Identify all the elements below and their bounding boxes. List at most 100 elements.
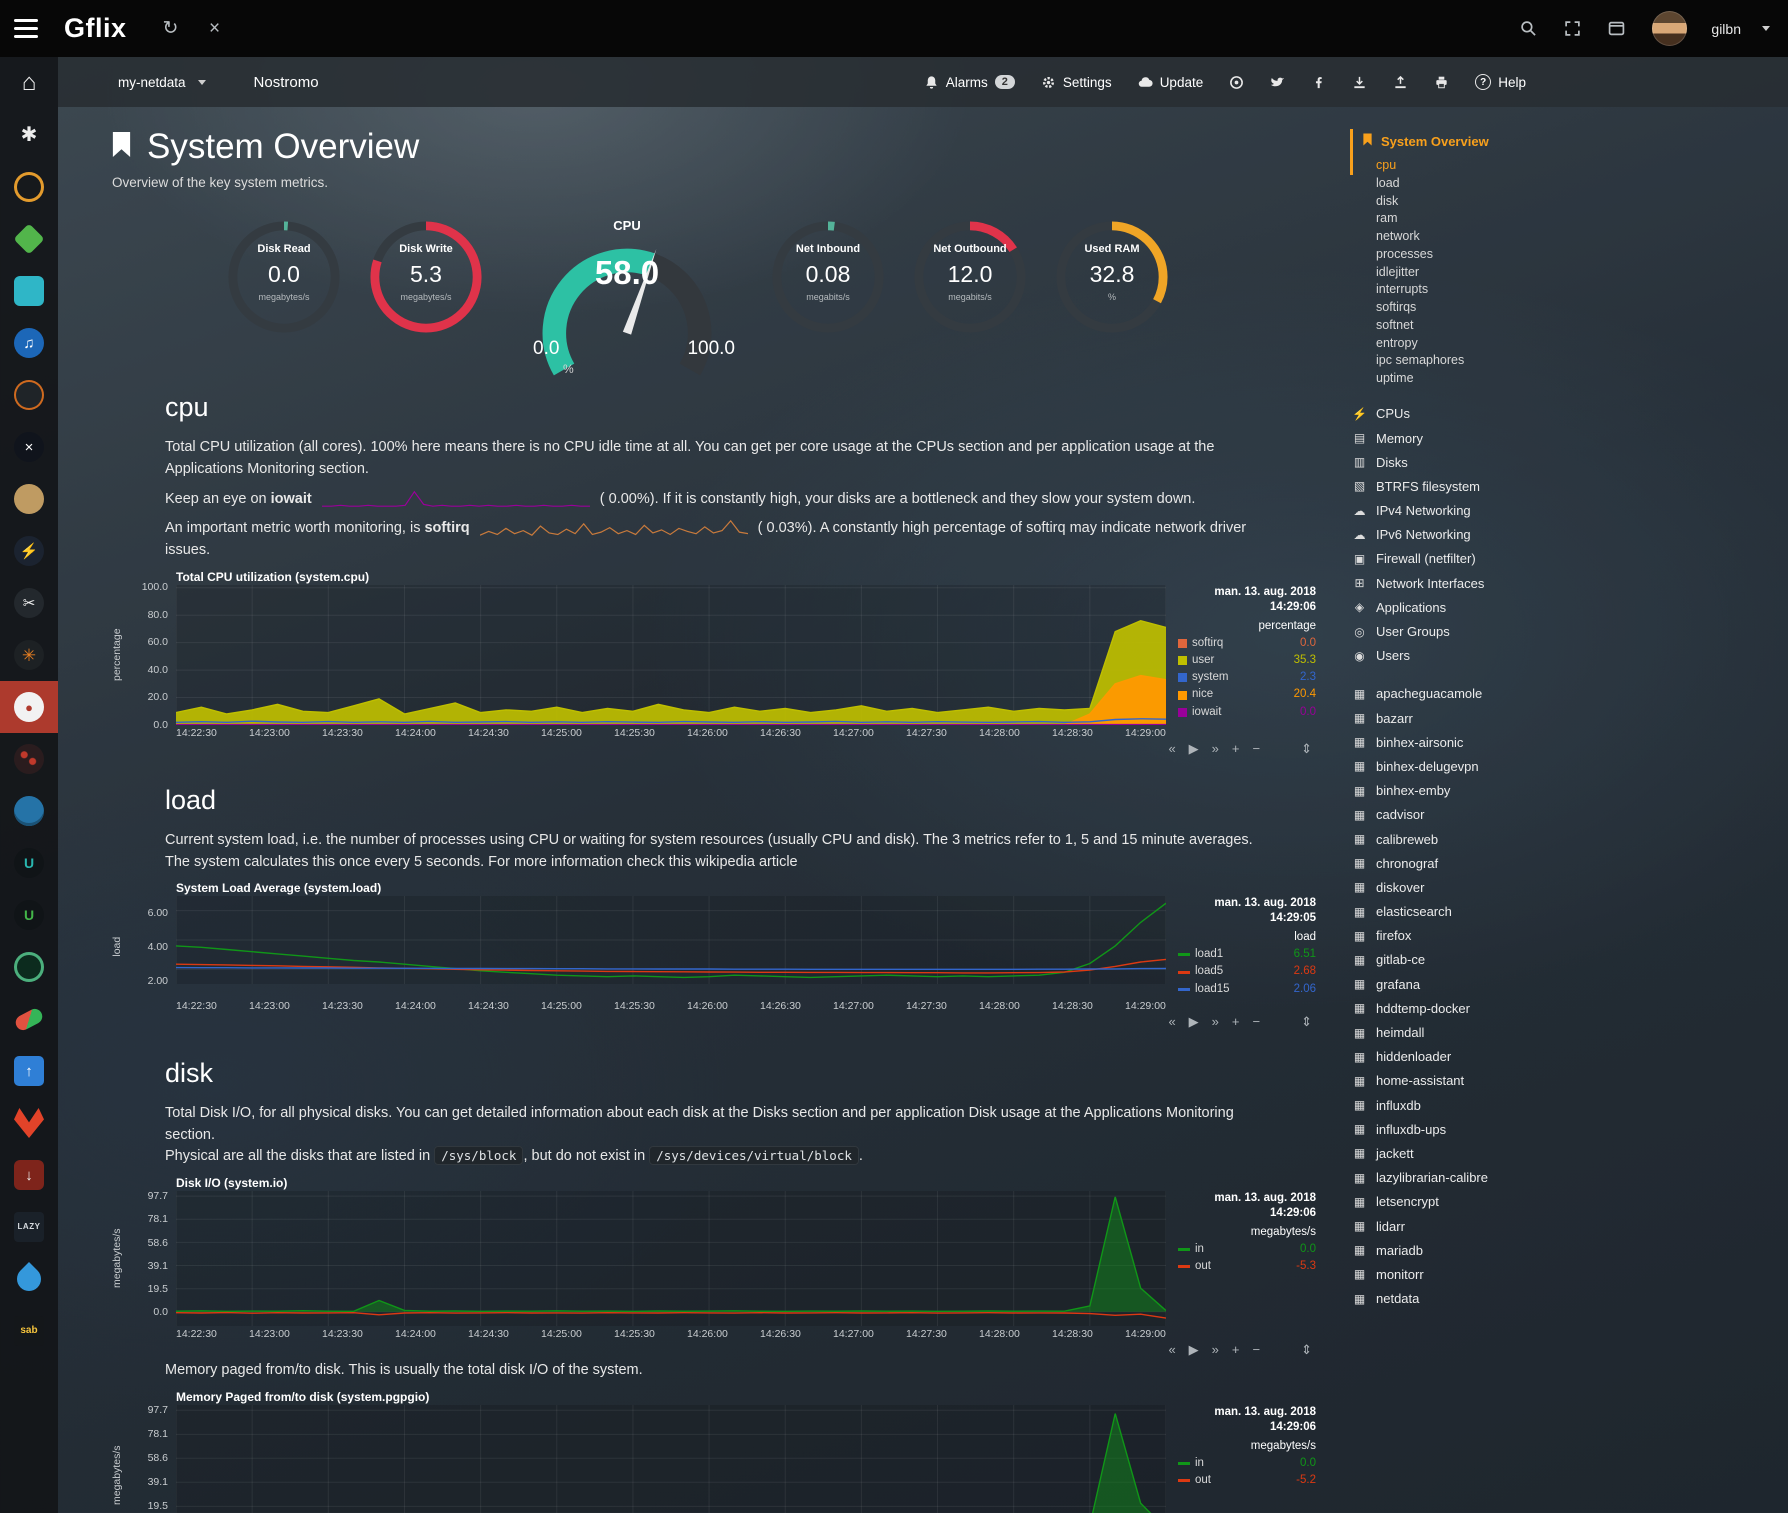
sidebar-app[interactable]: U — [0, 837, 58, 889]
gauge[interactable]: Disk Write 5.3 megabytes/s — [367, 218, 485, 346]
legend-item[interactable]: load5 2.68 — [1178, 963, 1316, 980]
legend-item[interactable]: softirq 0.0 — [1178, 635, 1316, 652]
legend-item[interactable]: in 0.0 — [1178, 1241, 1316, 1258]
menu-section-item[interactable]: ⊞ Network Interfaces — [1352, 571, 1788, 595]
menu-section-item[interactable]: ☁ IPv6 Networking — [1352, 523, 1788, 547]
zoom-out-button[interactable]: − — [1252, 1013, 1261, 1029]
sidebar-app[interactable] — [0, 161, 58, 213]
pan-backward-button[interactable]: « — [1168, 1013, 1176, 1029]
sidebar-app[interactable]: × — [0, 421, 58, 473]
menu-app-item[interactable]: ▦ calibreweb — [1352, 827, 1788, 851]
pan-backward-button[interactable]: « — [1168, 740, 1176, 756]
sidebar-app[interactable] — [0, 1253, 58, 1305]
sidebar-app[interactable] — [0, 213, 58, 265]
menu-subitem[interactable]: ipc semaphores — [1376, 353, 1465, 368]
sidebar-app[interactable]: sab — [0, 1305, 58, 1357]
menu-app-item[interactable]: ▦ influxdb-ups — [1352, 1117, 1788, 1141]
sidebar-app[interactable]: ● — [0, 681, 58, 733]
chart-plot-area[interactable] — [176, 584, 1166, 725]
sidebar-app[interactable]: ✳ — [0, 629, 58, 681]
username[interactable]: gilbn — [1711, 20, 1741, 37]
menu-section-item[interactable]: ◎ User Groups — [1352, 619, 1788, 643]
sidebar-app[interactable]: ⚡ — [0, 525, 58, 577]
play-button[interactable]: ▶ — [1188, 740, 1199, 756]
resize-handle[interactable]: ⇕ — [1301, 1342, 1312, 1358]
menu-subitem[interactable]: cpu — [1376, 158, 1397, 172]
menu-app-item[interactable]: ▦ heimdall — [1352, 1020, 1788, 1044]
settings-button[interactable]: Settings — [1041, 75, 1112, 90]
gauge[interactable]: Disk Read 0.0 megabytes/s — [225, 218, 343, 346]
menu-app-item[interactable]: ▦ monitorr — [1352, 1262, 1788, 1286]
sidebar-app[interactable] — [0, 369, 58, 421]
sidebar-app[interactable]: ⌂ — [0, 57, 58, 109]
menu-app-item[interactable]: ▦ grafana — [1352, 972, 1788, 996]
sidebar-app[interactable] — [0, 473, 58, 525]
gauge[interactable]: Net Outbound 12.0 megabits/s — [911, 218, 1029, 346]
menu-app-item[interactable]: ▦ apacheguacamole — [1352, 682, 1788, 706]
sidebar-app[interactable] — [0, 733, 58, 785]
sidebar-app[interactable]: ✱ — [0, 109, 58, 161]
zoom-in-button[interactable]: + — [1231, 1013, 1240, 1029]
legend-item[interactable]: system 2.3 — [1178, 669, 1316, 686]
menu-app-item[interactable]: ▦ elasticsearch — [1352, 900, 1788, 924]
menu-app-item[interactable]: ▦ bazarr — [1352, 706, 1788, 730]
sidebar-app[interactable]: ♫ — [0, 317, 58, 369]
menu-app-item[interactable]: ▦ chronograf — [1352, 851, 1788, 875]
menu-subitem[interactable]: softirqs — [1376, 300, 1417, 314]
sidebar-app[interactable]: ↑ — [0, 1045, 58, 1097]
pan-forward-button[interactable]: » — [1211, 1013, 1219, 1029]
pan-forward-button[interactable]: » — [1211, 740, 1219, 756]
menu-subitem[interactable]: interrupts — [1376, 282, 1429, 297]
chart-plot-area[interactable] — [176, 1404, 1166, 1513]
play-button[interactable]: ▶ — [1188, 1342, 1199, 1358]
menu-app-item[interactable]: ▦ mariadb — [1352, 1238, 1788, 1262]
update-button[interactable]: Update — [1138, 75, 1203, 90]
menu-section-item[interactable]: ▣ Firewall (netfilter) — [1352, 547, 1788, 571]
gauge[interactable]: Used RAM 32.8 % — [1053, 218, 1171, 346]
menu-subitem[interactable]: softnet — [1376, 317, 1414, 332]
sidebar-app[interactable]: LAZY — [0, 1201, 58, 1253]
sidebar-app[interactable] — [0, 941, 58, 993]
menu-app-item[interactable]: ▦ diskover — [1352, 875, 1788, 899]
import-icon[interactable] — [1393, 75, 1408, 90]
menu-app-item[interactable]: ▦ binhex-delugevpn — [1352, 754, 1788, 778]
menu-app-item[interactable]: ▦ lazylibrarian-calibre — [1352, 1166, 1788, 1190]
zoom-in-button[interactable]: + — [1231, 740, 1240, 756]
menu-app-item[interactable]: ▦ binhex-emby — [1352, 779, 1788, 803]
resize-handle[interactable]: ⇕ — [1301, 1013, 1312, 1029]
zoom-in-button[interactable]: + — [1231, 1342, 1240, 1358]
twitter-icon[interactable] — [1270, 75, 1285, 90]
sidebar-app[interactable]: ✂ — [0, 577, 58, 629]
chart-plot-area[interactable] — [176, 896, 1166, 985]
menu-subitem[interactable]: uptime — [1376, 371, 1414, 385]
github-icon[interactable] — [1229, 75, 1244, 90]
hamburger-menu-icon[interactable] — [14, 19, 38, 38]
legend-item[interactable]: out -5.2 — [1178, 1472, 1316, 1489]
close-icon[interactable]: × — [208, 17, 221, 39]
play-button[interactable]: ▶ — [1188, 1013, 1199, 1029]
menu-section-item[interactable]: ◉ Users — [1352, 644, 1788, 668]
menu-subitem[interactable]: idlejitter — [1376, 264, 1420, 279]
window-icon[interactable] — [1602, 15, 1630, 43]
fullscreen-icon[interactable] — [1558, 15, 1586, 43]
sidebar-app[interactable]: U — [0, 889, 58, 941]
menu-app-item[interactable]: ▦ binhex-airsonic — [1352, 730, 1788, 754]
menu-subitem[interactable]: network — [1376, 229, 1420, 243]
legend-item[interactable]: in 0.0 — [1178, 1455, 1316, 1472]
zoom-out-button[interactable]: − — [1252, 740, 1261, 756]
menu-app-item[interactable]: ▦ jackett — [1352, 1141, 1788, 1165]
pan-backward-button[interactable]: « — [1168, 1342, 1176, 1358]
legend-item[interactable]: load15 2.06 — [1178, 981, 1316, 998]
legend-item[interactable]: out -5.3 — [1178, 1258, 1316, 1275]
menu-subitem[interactable]: load — [1376, 175, 1400, 190]
gauge[interactable]: Net Inbound 0.08 megabits/s — [769, 218, 887, 346]
avatar[interactable] — [1652, 11, 1688, 46]
menu-subitem[interactable]: processes — [1376, 246, 1433, 261]
help-button[interactable]: ? Help — [1475, 74, 1526, 90]
zoom-out-button[interactable]: − — [1252, 1342, 1261, 1358]
menu-app-item[interactable]: ▦ home-assistant — [1352, 1069, 1788, 1093]
export-icon[interactable] — [1352, 75, 1367, 90]
cpu-gauge[interactable]: CPU 58.0 0.0 100.0 % — [519, 218, 735, 376]
menu-section-item[interactable]: ☁ IPv4 Networking — [1352, 499, 1788, 523]
chart-plot-area[interactable] — [176, 1191, 1166, 1327]
